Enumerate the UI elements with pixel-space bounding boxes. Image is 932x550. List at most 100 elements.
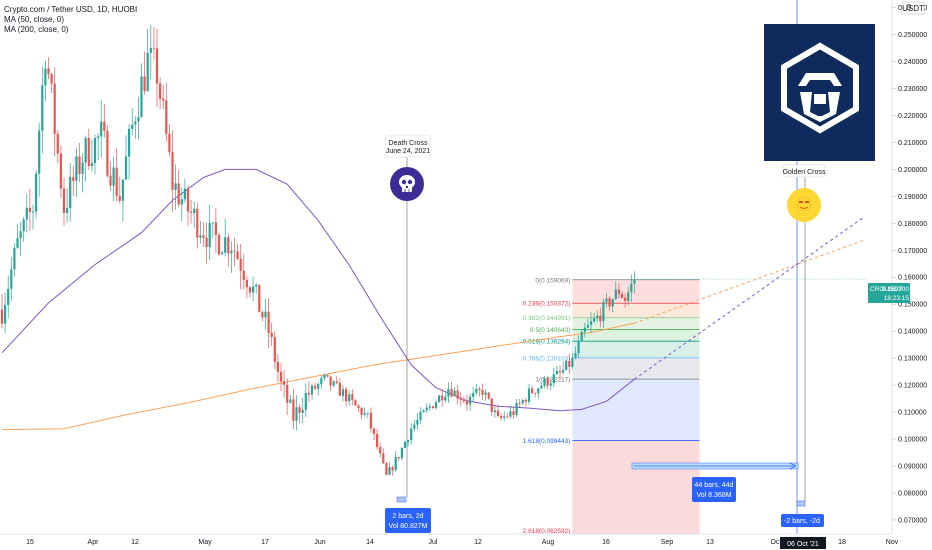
candle-body bbox=[202, 235, 205, 238]
golden-cross-callout[interactable]: Golden Cross bbox=[783, 164, 826, 222]
candle-body bbox=[56, 133, 59, 154]
ma200-projection bbox=[634, 239, 864, 324]
time-tick-label: May bbox=[198, 539, 212, 546]
death-cross-date: June 24, 2021 bbox=[386, 148, 430, 155]
range-left-vol: Vol 80.827M bbox=[389, 523, 428, 530]
candle-body bbox=[205, 237, 208, 248]
candle-body bbox=[22, 219, 25, 232]
death-cross-callout[interactable]: Death Cross June 24, 2021 bbox=[385, 134, 430, 201]
last-symbol: CROUSDT bbox=[870, 286, 902, 293]
candle-body bbox=[93, 138, 97, 164]
candle-body bbox=[357, 405, 360, 409]
candle-body bbox=[382, 453, 385, 463]
range-measure-left[interactable]: 2 bars, 2d Vol 80.827M bbox=[385, 496, 431, 533]
candle-body bbox=[258, 284, 261, 313]
fib-retracement[interactable]: 0(0.159069) 0.236(0.150372) 0.382(0.144991… bbox=[523, 277, 700, 535]
candle-body bbox=[81, 162, 84, 174]
candle-body bbox=[0, 309, 4, 324]
price-tick-label: 0.230000 bbox=[898, 86, 927, 93]
currency-label: USDT bbox=[902, 4, 924, 13]
time-tick-label: 12 bbox=[474, 539, 482, 546]
price-tick-label: 0.170000 bbox=[898, 248, 927, 255]
candle-body bbox=[252, 286, 255, 293]
candle-body bbox=[540, 385, 543, 389]
crosshair-date-tag: 06 Oct '21 bbox=[780, 537, 826, 549]
price-axis[interactable]: 0.2600000.2500000.2400000.2300000.220000… bbox=[891, 0, 927, 534]
candle-body bbox=[131, 124, 134, 129]
candle-body bbox=[146, 52, 149, 91]
price-tick-label: 0.120000 bbox=[898, 383, 927, 390]
candle-body bbox=[329, 376, 332, 386]
time-tick-label: Jun bbox=[314, 539, 325, 546]
fib-zone bbox=[572, 329, 700, 342]
candle-body bbox=[279, 371, 283, 382]
candle-body bbox=[617, 289, 620, 294]
candle-body bbox=[624, 297, 627, 301]
price-tick-label: 0.090000 bbox=[898, 464, 927, 471]
candle-body bbox=[7, 288, 10, 306]
candle-body bbox=[310, 385, 314, 395]
candle-body bbox=[87, 138, 90, 167]
time-tick-label: 16 bbox=[602, 539, 610, 546]
price-tick-label: 0.100000 bbox=[898, 437, 927, 444]
price-tick-label: 0.250000 bbox=[898, 32, 927, 39]
candle-body bbox=[298, 407, 301, 413]
time-tick-label: 12 bbox=[131, 539, 139, 546]
candle-body bbox=[388, 467, 391, 475]
candle-body bbox=[397, 456, 400, 459]
price-tick-label: 0.140000 bbox=[898, 329, 927, 336]
time-axis[interactable]: 15 Apr 12 May 17 Jun 14 Jul 12 Aug 16 Sep 13 Oc 18 Nov bbox=[0, 533, 899, 546]
candle-body bbox=[515, 403, 518, 416]
fib-level-label: 0(0.159069) bbox=[535, 277, 570, 284]
candle-body bbox=[10, 269, 13, 289]
range-measure-right[interactable]: 44 bars, 44d Vol 8.368M bbox=[631, 462, 799, 502]
candle-body bbox=[162, 98, 165, 101]
candle-body bbox=[602, 302, 605, 322]
candle-body bbox=[50, 74, 53, 84]
candle-body bbox=[459, 398, 462, 400]
candle-body bbox=[506, 416, 509, 418]
candle-body bbox=[537, 388, 540, 394]
candle-body bbox=[605, 298, 608, 303]
sunglasses-face-icon bbox=[796, 196, 812, 212]
candle-body bbox=[31, 211, 35, 213]
ma50-line bbox=[1, 168, 865, 412]
candle-body bbox=[345, 389, 348, 402]
price-tick-label: 0.210000 bbox=[898, 140, 927, 147]
candle-body bbox=[199, 235, 202, 238]
price-tick-label: 0.080000 bbox=[898, 491, 927, 498]
ma50-legend: MA (50, close, 0) bbox=[4, 15, 64, 24]
candle-body bbox=[248, 287, 252, 293]
candle-body bbox=[152, 47, 155, 49]
time-tick-label: Apr bbox=[88, 539, 100, 546]
candle-body bbox=[140, 76, 143, 118]
candle-body bbox=[276, 361, 279, 372]
candle-body bbox=[376, 433, 379, 448]
death-cross-title: Death Cross bbox=[389, 140, 428, 147]
candle-body bbox=[447, 389, 450, 397]
fib-zone bbox=[572, 317, 700, 330]
range-measure-far[interactable]: -2 bars, -2d bbox=[781, 500, 824, 527]
candle-body bbox=[493, 410, 496, 412]
candle-body bbox=[208, 223, 211, 248]
candle-body bbox=[481, 389, 484, 395]
candle-body bbox=[385, 462, 388, 475]
candle-body bbox=[465, 401, 469, 405]
crypto-com-logo bbox=[764, 24, 875, 161]
candle-body bbox=[431, 406, 434, 409]
candle-body bbox=[496, 410, 500, 416]
candle-body bbox=[608, 298, 611, 307]
fib-zone bbox=[572, 341, 700, 358]
range-right-bars: 44 bars, 44d bbox=[695, 482, 734, 489]
candle-body bbox=[546, 377, 549, 386]
candle-body bbox=[75, 156, 78, 181]
price-tick-label: 0.180000 bbox=[898, 221, 927, 228]
candle-body bbox=[4, 305, 7, 324]
candle-body bbox=[323, 374, 326, 379]
candle-body bbox=[366, 412, 369, 414]
candle-body bbox=[211, 222, 214, 224]
candle-body bbox=[149, 47, 152, 53]
skull-icon bbox=[399, 175, 415, 192]
fib-zone bbox=[572, 279, 700, 304]
